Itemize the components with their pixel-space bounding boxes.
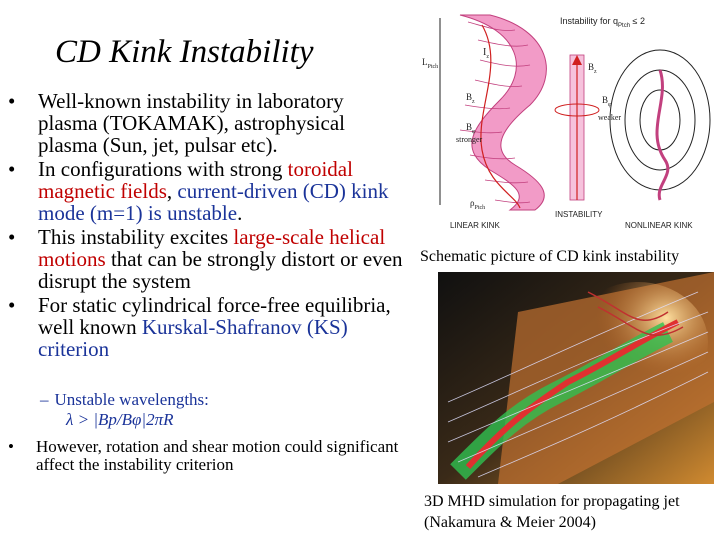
bullet-4: • For static cylindrical force-free equi… [8, 294, 408, 360]
sim-streamlines [447, 291, 709, 478]
bullet-3: • This instability excites large-scale h… [8, 226, 408, 292]
label-bz-mid: Bz [588, 62, 597, 75]
small-bullet: • However, rotation and shear motion cou… [8, 438, 408, 474]
tube-ribs [459, 21, 531, 204]
kink-schematic-figure: LPtch Iz Bz Bφ stronger ρPtch Bz Bφ weak… [422, 14, 711, 230]
label-bphi-left: Bφ [466, 122, 476, 135]
bullet-2-text-mid: , [166, 179, 178, 203]
label-iz: Iz [483, 47, 489, 60]
bullet-4-highlight-blue: Kurskal-Shafranov (KS) criterion [38, 315, 348, 361]
bullet-2-text-post: . [237, 201, 243, 225]
bullet-4-text-pre: For static cylindrical force-free equili… [38, 293, 391, 339]
figure2-caption-line1: 3D MHD simulation for propagating jet [424, 493, 680, 510]
bullet-2: • In configurations with strong toroidal… [8, 158, 408, 224]
bullet-list: • Well-known instability in laboratory p… [8, 90, 408, 362]
sim-helix-lines [587, 291, 684, 336]
kink-tube [459, 14, 547, 211]
small-bullet-text: However, rotation and shear motion could… [36, 437, 399, 474]
label-nonlinear-kink: NONLINEAR KINK [625, 221, 693, 230]
current-arrowhead [572, 55, 582, 65]
ks-formula: λ > |Bp/Bφ|2πR [66, 410, 174, 429]
label-rho: ρPtch [470, 198, 485, 211]
bullet-dot: • [8, 157, 16, 181]
bullet-1-text: Well-known instability in laboratory pla… [38, 89, 345, 157]
bullet-dot: • [8, 89, 16, 113]
label-lptch: LPtch [422, 57, 438, 70]
bullet-dot: • [8, 293, 16, 317]
label-instability-condition: Instability for qPtch ≤ 2 [560, 16, 645, 29]
label-bphi-mid: Bφ [602, 95, 612, 108]
bullet-dot: • [8, 437, 14, 456]
figure1-caption: Schematic picture of CD kink instability [420, 248, 680, 265]
bullet-2-highlight-red: toroidal magnetic fields [38, 157, 353, 203]
label-linear-kink: LINEAR KINK [450, 221, 500, 230]
field-line-red [480, 24, 521, 209]
bullet-3-text-mid: that can be strongly distort or even dis… [38, 247, 403, 293]
label-stronger: stronger [456, 135, 483, 144]
label-instability: INSTABILITY [555, 210, 603, 219]
bullet-1: • Well-known instability in laboratory p… [8, 90, 408, 156]
bphi-loop [554, 103, 600, 117]
sub-bullet-text: Unstable wavelengths: [54, 390, 209, 409]
bullet-3-text-pre: This instability excites [38, 225, 234, 249]
figure2-caption: 3D MHD simulation for propagating jet (N… [424, 491, 720, 533]
bullet-3-highlight-red: large-scale helical motions [38, 225, 386, 271]
figure2-caption-line2: (Nakamura & Meier 2004) [424, 514, 596, 531]
bullet-dot: • [8, 225, 16, 249]
slide-title: CD Kink Instability [55, 34, 314, 70]
sub-bullet: – Unstable wavelengths: λ > |Bp/Bφ|2πR [40, 390, 400, 430]
label-bz-left: Bz [466, 92, 475, 105]
sub-bullet-dash: – [40, 390, 49, 409]
bullet-2-highlight-blue: current-driven (CD) kink mode (m=1) is u… [38, 179, 389, 225]
mhd-simulation-image [438, 272, 714, 484]
bullet-2-text-pre: In configurations with strong [38, 157, 288, 181]
sim-jet-core [465, 319, 680, 469]
nonlinear-tube [655, 69, 670, 201]
